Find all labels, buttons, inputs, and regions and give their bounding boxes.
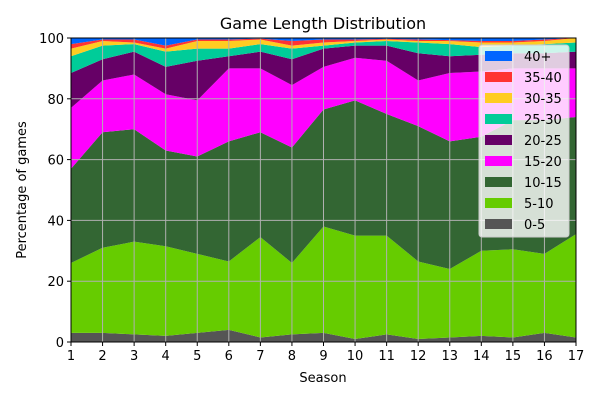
legend-label: 25-30 bbox=[524, 113, 562, 128]
y-tick-label: 60 bbox=[47, 154, 64, 169]
legend-label: 20-25 bbox=[524, 134, 562, 149]
legend-label: 15-20 bbox=[524, 155, 562, 170]
legend-swatch bbox=[485, 51, 512, 61]
y-axis-label: Percentage of games bbox=[15, 121, 30, 259]
x-axis-label: Season bbox=[299, 371, 346, 386]
x-tick-label: 6 bbox=[225, 349, 233, 364]
legend-swatch bbox=[485, 135, 512, 145]
y-tick-label: 40 bbox=[47, 214, 64, 229]
plot-frame bbox=[70, 37, 577, 343]
x-tick-label: 4 bbox=[162, 349, 170, 364]
y-tick-label: 80 bbox=[47, 93, 64, 108]
legend-label: 35-40 bbox=[524, 71, 562, 86]
y-tick-label: 0 bbox=[56, 336, 64, 351]
x-tick-label: 10 bbox=[347, 349, 364, 364]
legend-swatch bbox=[485, 93, 512, 103]
y-tick-label: 20 bbox=[47, 275, 64, 290]
legend-swatch bbox=[485, 219, 512, 229]
legend-label: 40+ bbox=[524, 50, 551, 65]
x-tick-label: 1 bbox=[67, 349, 75, 364]
legend-swatch bbox=[485, 156, 512, 166]
x-tick-label: 3 bbox=[130, 349, 138, 364]
x-tick-label: 16 bbox=[536, 349, 553, 364]
x-tick-label: 11 bbox=[378, 349, 395, 364]
x-tick-label: 13 bbox=[441, 349, 458, 364]
legend-label: 10-15 bbox=[524, 176, 562, 191]
legend-swatch bbox=[485, 72, 512, 82]
x-tick-label: 5 bbox=[193, 349, 201, 364]
x-tick-label: 9 bbox=[319, 349, 327, 364]
y-tick-label: 100 bbox=[39, 32, 64, 47]
x-tick-label: 14 bbox=[473, 349, 490, 364]
chart-title: Game Length Distribution bbox=[220, 14, 426, 33]
x-tick-label: 2 bbox=[98, 349, 106, 364]
legend-label: 30-35 bbox=[524, 92, 562, 107]
legend-label: 5-10 bbox=[524, 197, 554, 212]
x-tick-label: 8 bbox=[288, 349, 296, 364]
x-tick-label: 15 bbox=[505, 349, 522, 364]
legend-swatch bbox=[485, 198, 512, 208]
x-tick-label: 17 bbox=[568, 349, 585, 364]
legend-swatch bbox=[485, 177, 512, 187]
x-tick-label: 12 bbox=[410, 349, 427, 364]
legend-swatch bbox=[485, 114, 512, 124]
x-tick-label: 7 bbox=[256, 349, 264, 364]
legend-label: 0-5 bbox=[524, 218, 545, 233]
